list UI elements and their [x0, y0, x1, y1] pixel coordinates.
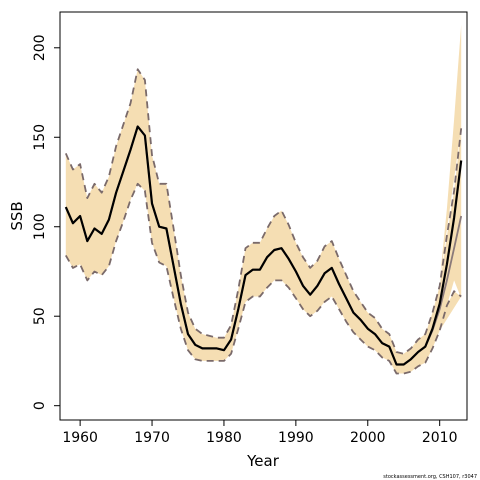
x-tick-label-2000: 2000: [350, 430, 386, 446]
x-axis: 1960 1970 1980 1990 2000 2010: [62, 420, 457, 446]
upper-bound-line: [64, 68, 463, 355]
x-tick-label-1990: 1990: [278, 430, 314, 446]
lower-bound-line: [65, 182, 462, 375]
y-tick-label-150: 150: [32, 124, 48, 151]
x-tick-label-2010: 2010: [422, 430, 458, 446]
y-tick-label-0: 0: [32, 401, 48, 410]
confidence-bound-lines: [64, 68, 463, 375]
y-axis-title: SSB: [8, 201, 26, 230]
x-axis-title: Year: [246, 452, 280, 470]
x-tick-label-1980: 1980: [206, 430, 242, 446]
credit-text: stockassessment.org, CSH107, r3047: [383, 474, 477, 480]
estimate-lines: [64, 125, 463, 366]
x-tick-label-1970: 1970: [134, 430, 170, 446]
uncertainty-band: [65, 24, 462, 374]
y-tick-label-200: 200: [32, 34, 48, 61]
plot-frame: [59, 11, 468, 421]
y-tick-label-50: 50: [32, 307, 48, 325]
y-tick-label-100: 100: [32, 213, 48, 240]
x-tick-label-1960: 1960: [62, 430, 98, 446]
estimate-line: [64, 125, 463, 366]
y-axis: 0 50 100 150 200: [32, 34, 60, 410]
